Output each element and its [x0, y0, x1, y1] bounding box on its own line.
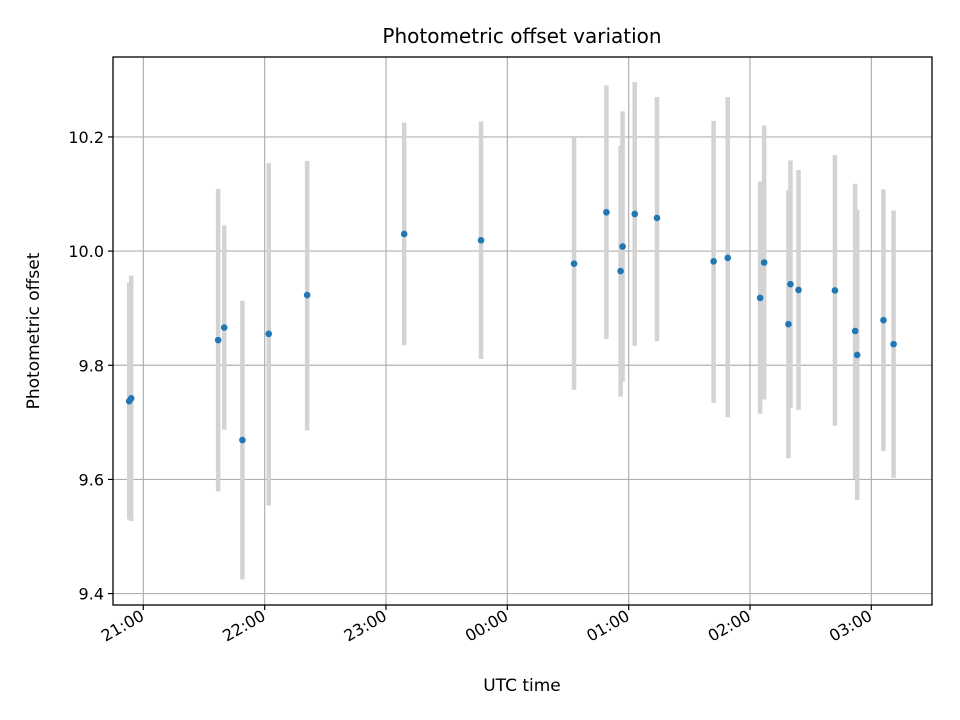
data-point [851, 327, 859, 335]
y-axis-label: Photometric offset [24, 252, 44, 409]
data-point [239, 436, 246, 444]
data-point [127, 395, 135, 402]
data-point [220, 324, 228, 331]
y-tick-label: 9.6 [79, 470, 104, 489]
data-point [756, 294, 764, 302]
plot-frame [112, 56, 933, 606]
data-point [880, 316, 887, 324]
x-axis-label: UTC time [483, 676, 561, 696]
data-point [477, 236, 485, 244]
data-point [400, 230, 408, 238]
data-point [603, 208, 610, 216]
data-point [265, 330, 273, 338]
data-point [787, 280, 794, 288]
grid [113, 57, 932, 605]
y-tick-label: 9.8 [79, 356, 104, 375]
data-point [617, 267, 624, 275]
data-point [724, 254, 732, 262]
data-point [214, 336, 222, 344]
y-axis: 9.4 9.6 9.8 10.0 10.2 [68, 128, 113, 604]
y-tick-label: 10.0 [68, 242, 104, 261]
y-tick-label: 10.2 [68, 128, 104, 147]
data-point [653, 214, 661, 222]
y-tick-label: 9.4 [79, 585, 104, 604]
data-point [795, 286, 802, 294]
data-point [853, 351, 861, 359]
chart-title: Photometric offset variation [382, 24, 661, 48]
data-point [710, 258, 717, 265]
data-points [125, 208, 897, 444]
data-point [619, 243, 626, 250]
data-point [760, 259, 768, 266]
data-point [631, 210, 639, 218]
data-point [890, 340, 897, 348]
data-point [831, 287, 839, 294]
data-point [785, 320, 792, 328]
data-point [570, 260, 578, 267]
data-point [303, 291, 311, 299]
